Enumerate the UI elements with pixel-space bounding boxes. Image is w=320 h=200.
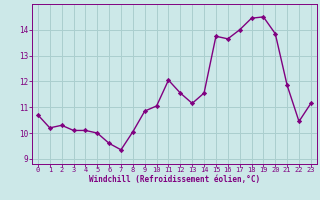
X-axis label: Windchill (Refroidissement éolien,°C): Windchill (Refroidissement éolien,°C) <box>89 175 260 184</box>
